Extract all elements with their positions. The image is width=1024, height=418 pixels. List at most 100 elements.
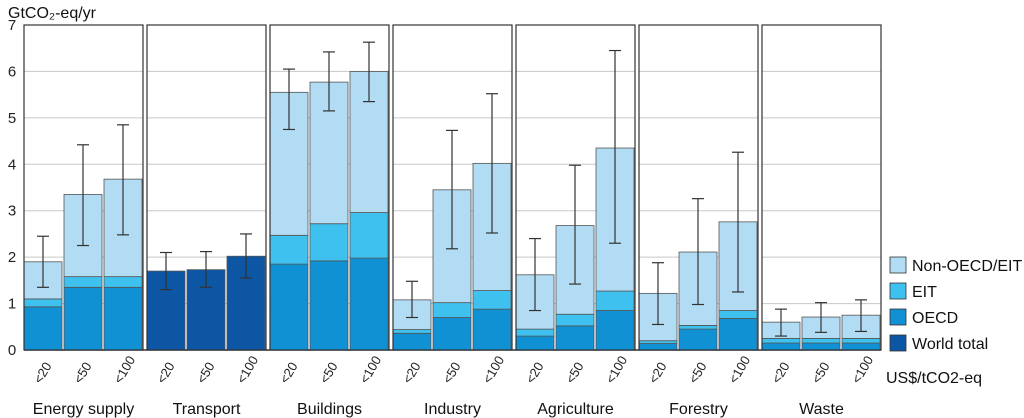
bar-segment-eit xyxy=(841,337,881,344)
legend-swatch xyxy=(889,256,907,274)
y-tick-label: 7 xyxy=(8,17,16,34)
category-label: <100 xyxy=(726,353,754,386)
y-tick-label: 6 xyxy=(8,63,16,80)
sector-label: Transport xyxy=(173,401,241,418)
legend-label: Non-OECD/EIT xyxy=(912,258,1022,275)
legend: Non-OECD/EIT EIT OECD World total xyxy=(889,256,1022,353)
x-axis-unit-label: US$/tCO2-eq xyxy=(886,370,982,387)
bar-segment-eit xyxy=(349,212,389,259)
sector-panels: <20 <50 <100 Energy supply <20 <50 <100 Transpo… xyxy=(23,24,882,418)
panel-frame xyxy=(638,24,759,351)
bar-segment-eit xyxy=(23,298,63,308)
bar-segment-oecd xyxy=(761,342,801,351)
bar-segment-oecd xyxy=(555,325,595,351)
legend-label: OECD xyxy=(912,310,958,327)
bar-segment-oecd xyxy=(269,263,309,351)
y-axis-ticks: 0 1 2 3 4 5 6 7 xyxy=(8,17,16,359)
y-tick-label: 1 xyxy=(8,296,16,313)
category-label: <50 xyxy=(440,359,464,386)
panel-frame xyxy=(269,24,390,351)
category-label: <100 xyxy=(111,353,139,386)
bar-segment-eit xyxy=(515,328,555,337)
category-label: <50 xyxy=(71,359,95,386)
panel-frame xyxy=(761,24,882,351)
panel-frame xyxy=(23,24,144,351)
bar-segment-oecd xyxy=(472,308,512,351)
bar-segment-eit xyxy=(472,290,512,310)
legend-swatch xyxy=(889,308,907,326)
bar-segment-eit xyxy=(595,290,635,311)
bar-segment-eit xyxy=(103,276,143,288)
y-tick-label: 3 xyxy=(8,203,16,220)
category-label: <100 xyxy=(357,353,385,386)
bar-segment-oecd xyxy=(678,328,718,351)
bar-segment-eit xyxy=(392,329,432,334)
panel-frame xyxy=(515,24,636,351)
category-label: <20 xyxy=(769,359,793,386)
bar-segment-oecd xyxy=(841,342,881,351)
panel-energy-supply: <20 <50 <100 Energy supply xyxy=(23,24,144,418)
bar-segment-oecd xyxy=(432,317,472,351)
sector-label: Waste xyxy=(799,401,844,418)
legend-swatch xyxy=(889,282,907,300)
bar-segment-oecd xyxy=(595,310,635,351)
bar-segment-oecd xyxy=(392,332,432,351)
bar-segment-eit xyxy=(801,337,841,344)
legend-label: World total xyxy=(912,336,988,353)
legend-item-oecd: OECD xyxy=(889,308,958,327)
category-label: <20 xyxy=(400,359,424,386)
sector-label: Forestry xyxy=(669,401,728,418)
category-label: <100 xyxy=(849,353,877,386)
panel-industry: <20 <50 <100 Industry xyxy=(392,24,513,418)
bar-segment-eit xyxy=(63,276,103,288)
panel-transport: <20 <50 <100 Transport xyxy=(146,24,267,418)
bar-segment-eit xyxy=(555,313,595,327)
y-tick-label: 4 xyxy=(8,156,16,173)
y-tick-label: 2 xyxy=(8,249,16,266)
panel-forestry: <20 <50 <100 Forestry xyxy=(638,24,759,418)
category-label: <50 xyxy=(194,359,218,386)
panel-agriculture: <20 <50 <100 Agriculture xyxy=(515,24,636,418)
category-label: <20 xyxy=(31,359,55,386)
y-axis-label: GtCO₂-eq/yr xyxy=(8,5,97,22)
bar-segment-eit xyxy=(269,234,309,265)
category-label: <20 xyxy=(154,359,178,386)
category-label: <50 xyxy=(317,359,341,386)
bar-segment-oecd xyxy=(103,286,143,351)
category-label: <20 xyxy=(523,359,547,386)
y-tick-label: 0 xyxy=(8,342,16,359)
bar-segment-eit xyxy=(309,223,349,262)
bar-segment-oecd xyxy=(309,260,349,351)
legend-swatch xyxy=(889,334,907,352)
bar-segment-oecd xyxy=(515,335,555,351)
category-label: <100 xyxy=(603,353,631,386)
panel-buildings: <20 <50 <100 Buildings xyxy=(269,24,390,418)
bar-segment-eit xyxy=(638,340,678,344)
panel-frame xyxy=(392,24,513,351)
bar-segment-eit xyxy=(678,324,718,330)
bar-segment-oecd xyxy=(638,343,678,351)
bar-segment-eit xyxy=(718,310,758,319)
category-label: <50 xyxy=(563,359,587,386)
sector-label: Buildings xyxy=(297,401,362,418)
bar-segment-eit xyxy=(761,337,801,344)
sector-label: Industry xyxy=(424,401,481,418)
category-label: <20 xyxy=(277,359,301,386)
bar-segment-oecd xyxy=(801,342,841,351)
bar-segment-oecd xyxy=(63,286,103,351)
bar-segment-oecd xyxy=(349,257,389,351)
y-tick-label: 5 xyxy=(8,110,16,127)
bar-segment-oecd xyxy=(23,306,63,351)
legend-item-non-oecd-eit: Non-OECD/EIT xyxy=(889,256,1022,275)
legend-item-world: World total xyxy=(889,334,988,353)
category-label: <20 xyxy=(646,359,670,386)
legend-label: EIT xyxy=(912,284,937,301)
sector-label: Agriculture xyxy=(537,401,614,418)
panel-frame xyxy=(146,24,267,351)
category-label: <100 xyxy=(234,353,262,386)
bar-segment-eit xyxy=(432,302,472,318)
sector-label: Energy supply xyxy=(33,401,134,418)
category-label: <50 xyxy=(809,359,833,386)
category-label: <50 xyxy=(686,359,710,386)
